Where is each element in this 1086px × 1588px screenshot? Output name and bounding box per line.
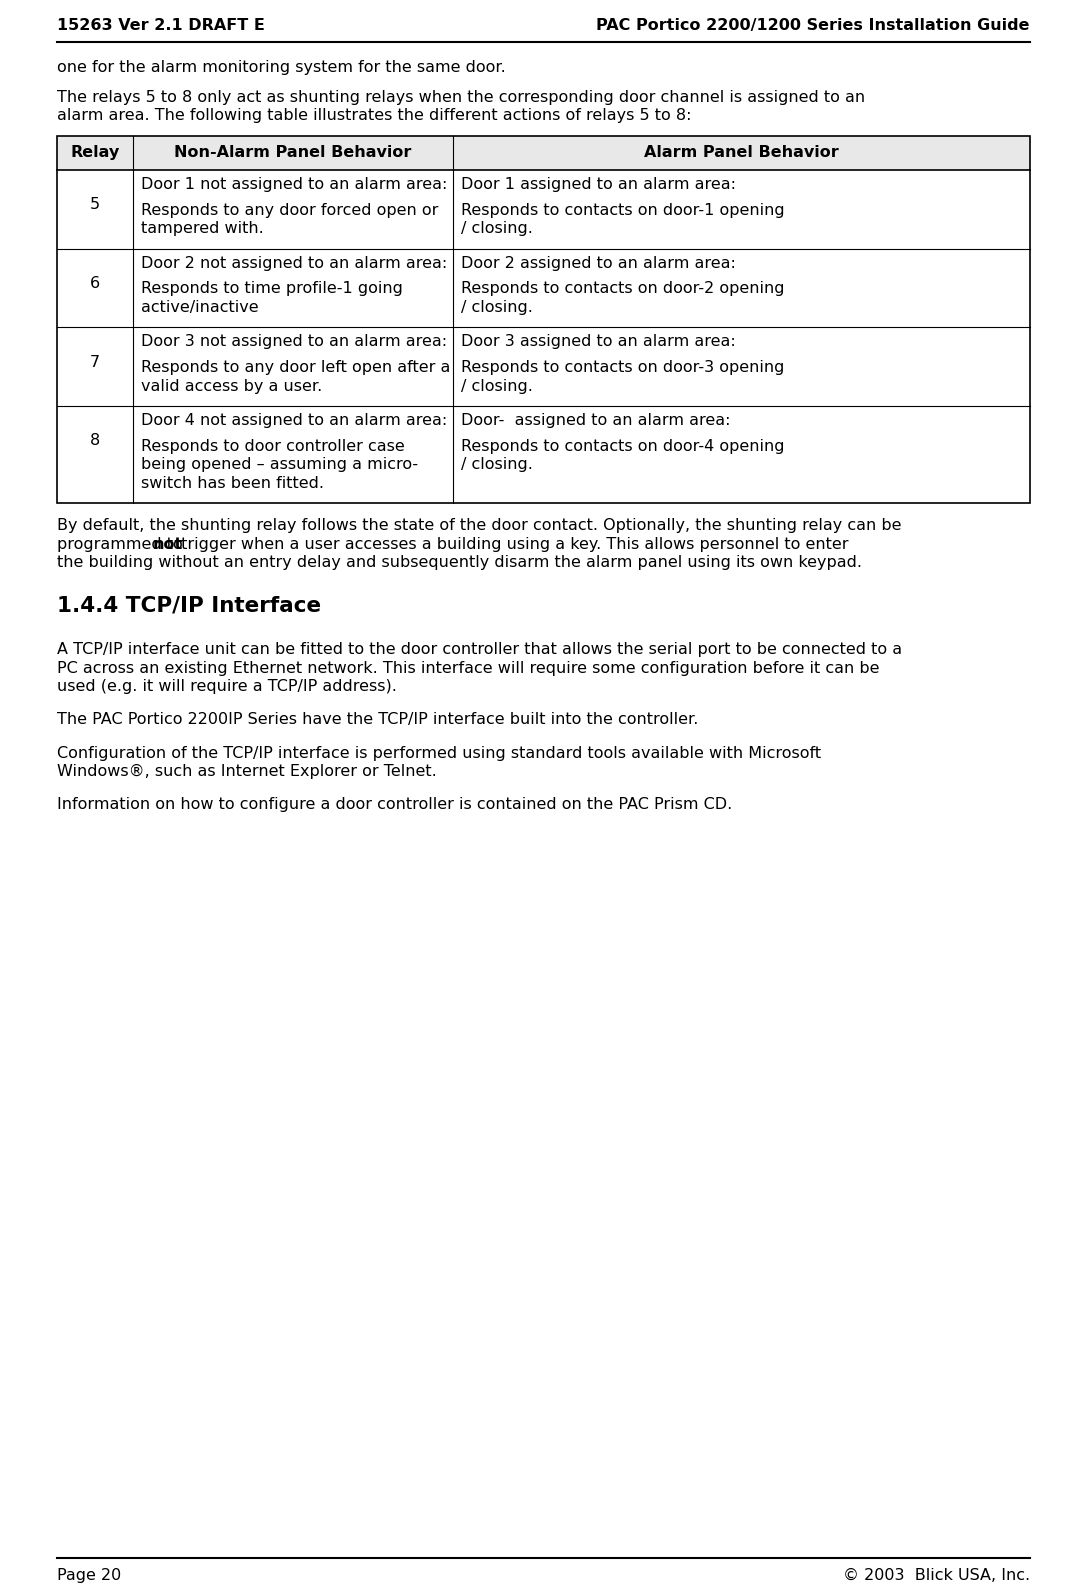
Text: 1.4.4 TCP/IP Interface: 1.4.4 TCP/IP Interface	[56, 596, 321, 616]
Bar	[56, 137, 1030, 503]
Text: Relay: Relay	[71, 146, 119, 160]
Text: The relays 5 to 8 only act as shunting relays when the corresponding door channe: The relays 5 to 8 only act as shunting r…	[56, 89, 866, 105]
Text: Door 4 not assigned to an alarm area:: Door 4 not assigned to an alarm area:	[141, 413, 447, 429]
Text: alarm area. The following table illustrates the different actions of relays 5 to: alarm area. The following table illustra…	[56, 108, 692, 124]
Text: Responds to contacts on door-1 opening: Responds to contacts on door-1 opening	[460, 203, 784, 218]
Text: 15263 Ver 2.1 DRAFT E: 15263 Ver 2.1 DRAFT E	[56, 17, 265, 33]
Text: Door 1 assigned to an alarm area:: Door 1 assigned to an alarm area:	[460, 176, 736, 192]
Text: / closing.: / closing.	[460, 221, 533, 237]
Text: switch has been fitted.: switch has been fitted.	[141, 476, 324, 491]
Text: used (e.g. it will require a TCP/IP address).: used (e.g. it will require a TCP/IP addr…	[56, 680, 396, 694]
Text: Responds to door controller case: Responds to door controller case	[141, 438, 405, 454]
Text: being opened – assuming a micro-: being opened – assuming a micro-	[141, 457, 418, 473]
Text: Responds to contacts on door-2 opening: Responds to contacts on door-2 opening	[460, 281, 784, 297]
Text: By default, the shunting relay follows the state of the door contact. Optionally: By default, the shunting relay follows t…	[56, 518, 901, 534]
Text: Responds to any door forced open or: Responds to any door forced open or	[141, 203, 439, 218]
Text: © 2003  Blick USA, Inc.: © 2003 Blick USA, Inc.	[843, 1567, 1030, 1583]
Text: Non-Alarm Panel Behavior: Non-Alarm Panel Behavior	[175, 146, 412, 160]
Text: Page 20: Page 20	[56, 1567, 122, 1583]
Text: 6: 6	[90, 276, 100, 291]
Text: Responds to any door left open after a: Responds to any door left open after a	[141, 360, 451, 375]
Text: / closing.: / closing.	[460, 380, 533, 394]
Text: active/inactive: active/inactive	[141, 300, 258, 314]
Text: not: not	[153, 537, 184, 551]
Text: Door 3 assigned to an alarm area:: Door 3 assigned to an alarm area:	[460, 335, 735, 349]
Text: / closing.: / closing.	[460, 457, 533, 473]
Text: Responds to contacts on door-4 opening: Responds to contacts on door-4 opening	[460, 438, 784, 454]
Text: trigger when a user accesses a building using a key. This allows personnel to en: trigger when a user accesses a building …	[176, 537, 848, 551]
Text: Information on how to configure a door controller is contained on the PAC Prism : Information on how to configure a door c…	[56, 797, 732, 813]
Bar	[56, 137, 1030, 170]
Text: Responds to contacts on door-3 opening: Responds to contacts on door-3 opening	[460, 360, 784, 375]
Text: Door 2 assigned to an alarm area:: Door 2 assigned to an alarm area:	[460, 256, 736, 270]
Text: Door-  assigned to an alarm area:: Door- assigned to an alarm area:	[460, 413, 731, 429]
Text: tampered with.: tampered with.	[141, 221, 264, 237]
Text: Door 1 not assigned to an alarm area:: Door 1 not assigned to an alarm area:	[141, 176, 447, 192]
Text: Responds to time profile-1 going: Responds to time profile-1 going	[141, 281, 403, 297]
Text: 8: 8	[90, 434, 100, 448]
Text: valid access by a user.: valid access by a user.	[141, 380, 323, 394]
Text: Alarm Panel Behavior: Alarm Panel Behavior	[644, 146, 838, 160]
Text: 7: 7	[90, 354, 100, 370]
Text: 5: 5	[90, 197, 100, 213]
Text: PAC Portico 2200/1200 Series Installation Guide: PAC Portico 2200/1200 Series Installatio…	[596, 17, 1030, 33]
Text: one for the alarm monitoring system for the same door.: one for the alarm monitoring system for …	[56, 60, 506, 75]
Text: / closing.: / closing.	[460, 300, 533, 314]
Text: Configuration of the TCP/IP interface is performed using standard tools availabl: Configuration of the TCP/IP interface is…	[56, 746, 821, 761]
Text: Door 3 not assigned to an alarm area:: Door 3 not assigned to an alarm area:	[141, 335, 447, 349]
Text: The PAC Portico 2200IP Series have the TCP/IP interface built into the controlle: The PAC Portico 2200IP Series have the T…	[56, 713, 698, 727]
Text: programmed to: programmed to	[56, 537, 188, 551]
Text: Door 2 not assigned to an alarm area:: Door 2 not assigned to an alarm area:	[141, 256, 447, 270]
Text: PC across an existing Ethernet network. This interface will require some configu: PC across an existing Ethernet network. …	[56, 661, 880, 675]
Text: the building without an entry delay and subsequently disarm the alarm panel usin: the building without an entry delay and …	[56, 556, 862, 570]
Text: A TCP/IP interface unit can be fitted to the door controller that allows the ser: A TCP/IP interface unit can be fitted to…	[56, 642, 902, 657]
Text: Windows®, such as Internet Explorer or Telnet.: Windows®, such as Internet Explorer or T…	[56, 764, 437, 780]
